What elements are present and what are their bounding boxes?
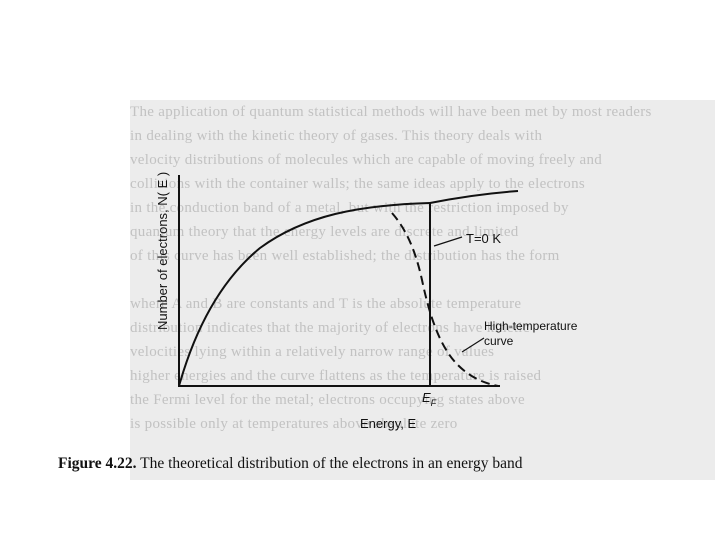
bleed-through-text: higher energies and the curve flattens a… bbox=[130, 368, 542, 384]
bleed-through-text: where A and B are constants and T is the… bbox=[130, 296, 522, 312]
bleed-through-text: the Fermi level for the metal; electrons… bbox=[130, 392, 526, 408]
bleed-through-text: velocities lying within a relatively nar… bbox=[130, 344, 495, 360]
t0-leader-line bbox=[433, 236, 463, 247]
x-axis-label: Energy, E bbox=[360, 416, 416, 431]
high-temp-label-line1: High-temperature bbox=[484, 319, 578, 333]
bleed-through-text: velocity distributions of molecules whic… bbox=[130, 152, 603, 168]
bleed-through-text: quantum theory that the energy levels ar… bbox=[130, 224, 519, 240]
t0-curve-label: T=0 K bbox=[466, 231, 501, 246]
fermi-energy-label: EF bbox=[422, 390, 437, 408]
scanned-page-background: The application of quantum statistical m… bbox=[130, 100, 715, 480]
t0-distribution-curve bbox=[178, 201, 431, 387]
figure-caption: Figure 4.22. The theoretical distributio… bbox=[58, 455, 522, 473]
figure-number: Figure 4.22. bbox=[58, 455, 137, 472]
bleed-through-text: in dealing with the kinetic theory of ga… bbox=[130, 128, 543, 144]
bleed-through-text: The application of quantum statistical m… bbox=[130, 104, 652, 120]
high-temp-leader-line bbox=[461, 337, 485, 353]
high-temperature-curve bbox=[391, 212, 499, 387]
bleed-through-text: in the conduction band of a metal, but w… bbox=[130, 200, 569, 216]
high-temp-label-line2: curve bbox=[484, 334, 514, 348]
bleed-through-text: of this curve has been well established;… bbox=[130, 248, 560, 264]
parabolic-envelope-curve bbox=[429, 190, 519, 204]
figure-caption-text: The theoretical distribution of the elec… bbox=[136, 455, 523, 472]
y-axis-label: Number of electrons, N( E ) bbox=[155, 172, 170, 330]
bleed-through-text: collisions with the container walls; the… bbox=[130, 176, 586, 192]
bleed-through-text: is possible only at temperatures above a… bbox=[130, 416, 458, 432]
